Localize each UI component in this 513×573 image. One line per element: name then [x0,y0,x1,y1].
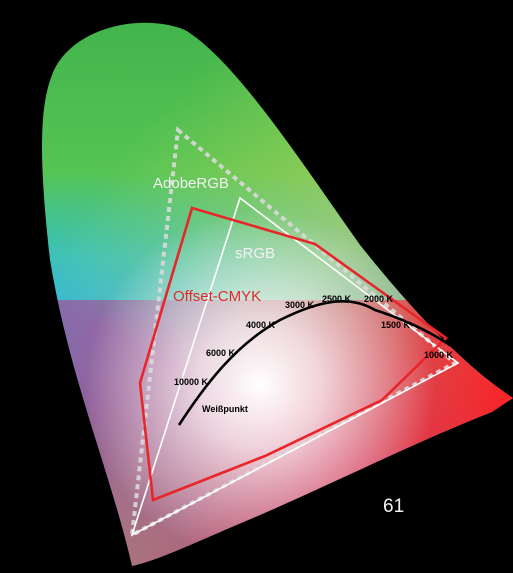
srgb-label: sRGB [235,245,275,262]
temp-label-1000k: 1000 K [424,350,454,360]
adobe-rgb-label: AdobeRGB [153,175,229,192]
temp-label-1500k: 1500 K [381,320,411,330]
srgb-gamut [130,196,460,537]
whitepoint-label: Weißpunkt [202,404,248,414]
temp-label-3000k: 3000 K [285,300,315,310]
temp-label-6000k: 6000 K [206,348,236,358]
temp-label-2500k: 2500 K [322,294,352,304]
offset-cmyk-label: Offset-CMYK [173,288,261,305]
offset-cmyk-gamut [138,206,449,502]
temp-label-4000k: 4000 K [246,320,276,330]
temp-label-2000k: 2000 K [364,294,394,304]
temp-label-10000k: 10000 K [174,377,209,387]
planckian-locus [177,300,461,426]
page-number: 61 [383,496,404,517]
